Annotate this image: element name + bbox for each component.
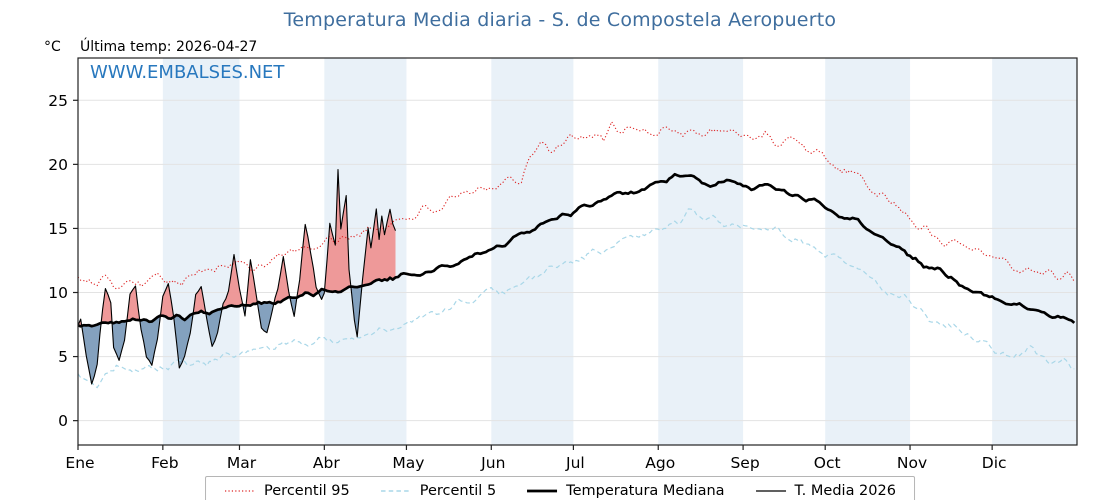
- legend-item-percentil-5: Percentil 5: [380, 483, 496, 499]
- legend-label: Percentil 95: [264, 483, 350, 499]
- svg-text:Mar: Mar: [227, 454, 257, 472]
- svg-text:Sep: Sep: [730, 454, 759, 472]
- legend: Percentil 95 Percentil 5 Temperatura Med…: [205, 476, 915, 500]
- percentil-5-line-sample-icon: [380, 490, 411, 492]
- svg-text:May: May: [392, 454, 424, 472]
- legend-label: Temperatura Mediana: [566, 483, 725, 499]
- svg-text:Dic: Dic: [982, 454, 1007, 472]
- svg-text:Jun: Jun: [480, 454, 505, 472]
- last-temp-annotation: Última temp: 2026-04-27: [80, 39, 258, 55]
- watermark-text: WWW.EMBALSES.NET: [90, 62, 285, 83]
- svg-text:0: 0: [58, 412, 68, 430]
- legend-label: Percentil 5: [419, 483, 497, 499]
- legend-item-percentil-95: Percentil 95: [224, 483, 350, 499]
- t-media-2026-line-sample-icon: [755, 490, 786, 492]
- svg-text:25: 25: [48, 92, 68, 110]
- chart-title: Temperatura Media diaria - S. de Compost…: [283, 9, 837, 31]
- legend-label: T. Media 2026: [794, 483, 896, 499]
- svg-text:15: 15: [48, 220, 68, 238]
- svg-text:Ene: Ene: [65, 454, 94, 472]
- temperatura-mediana-line-sample-icon: [527, 489, 558, 493]
- legend-item-t-media-2026: T. Media 2026: [755, 483, 896, 499]
- svg-text:Ago: Ago: [645, 454, 675, 472]
- svg-text:Oct: Oct: [814, 454, 841, 472]
- svg-text:Jul: Jul: [565, 454, 585, 472]
- svg-text:Nov: Nov: [897, 454, 927, 472]
- y-axis-unit-label: °C: [44, 39, 61, 55]
- percentil-95-line-sample-icon: [225, 490, 256, 492]
- svg-text:Feb: Feb: [151, 454, 178, 472]
- svg-text:10: 10: [48, 284, 68, 302]
- svg-text:20: 20: [48, 156, 68, 174]
- svg-text:Abr: Abr: [313, 454, 340, 472]
- legend-item-temperatura-mediana: Temperatura Mediana: [526, 483, 725, 499]
- svg-text:5: 5: [58, 348, 68, 366]
